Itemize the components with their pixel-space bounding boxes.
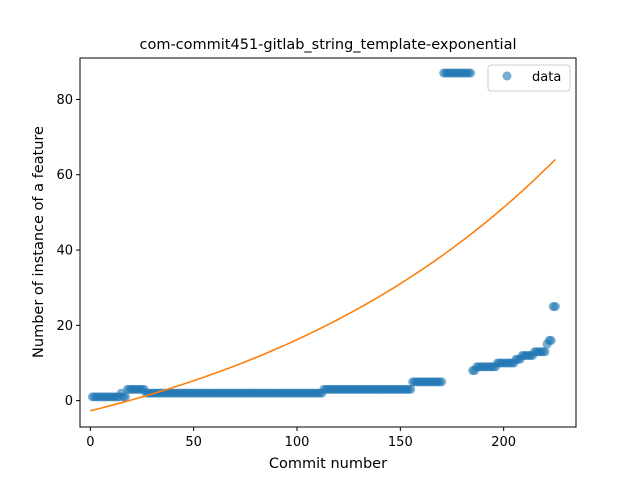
- chart-title: com-commit451-gitlab_string_template-exp…: [139, 37, 516, 53]
- legend-marker-data: [502, 71, 512, 81]
- y-tick-label: 60: [56, 168, 73, 183]
- plot-area: [87, 68, 560, 412]
- x-tick-label: 200: [491, 435, 516, 450]
- data-point: [437, 377, 447, 387]
- axes-frame: [79, 57, 577, 428]
- y-axis: 0 20 40 60 80: [56, 93, 80, 409]
- data-point: [546, 335, 556, 345]
- x-tick-label: 150: [388, 435, 413, 450]
- data-point: [540, 347, 550, 357]
- x-tick-label: 100: [285, 435, 310, 450]
- y-axis-label: Number of instance of a feature: [31, 126, 47, 358]
- data-point: [120, 392, 130, 402]
- data-point: [466, 68, 476, 78]
- data-point: [406, 384, 416, 394]
- y-tick-label: 20: [56, 319, 73, 334]
- y-tick-label: 40: [56, 244, 73, 259]
- legend-label-data: data: [532, 70, 561, 85]
- x-axis: 0 50 100 150 200: [86, 427, 516, 450]
- fit-line: [90, 158, 556, 412]
- data-point: [550, 302, 560, 312]
- x-axis-label: Commit number: [269, 456, 387, 472]
- y-tick-label: 80: [56, 93, 73, 108]
- legend-box: [487, 64, 571, 92]
- y-tick-label: 0: [65, 394, 73, 409]
- x-tick-label: 0: [86, 435, 94, 450]
- x-tick-label: 50: [185, 435, 202, 450]
- legend: data: [487, 64, 571, 92]
